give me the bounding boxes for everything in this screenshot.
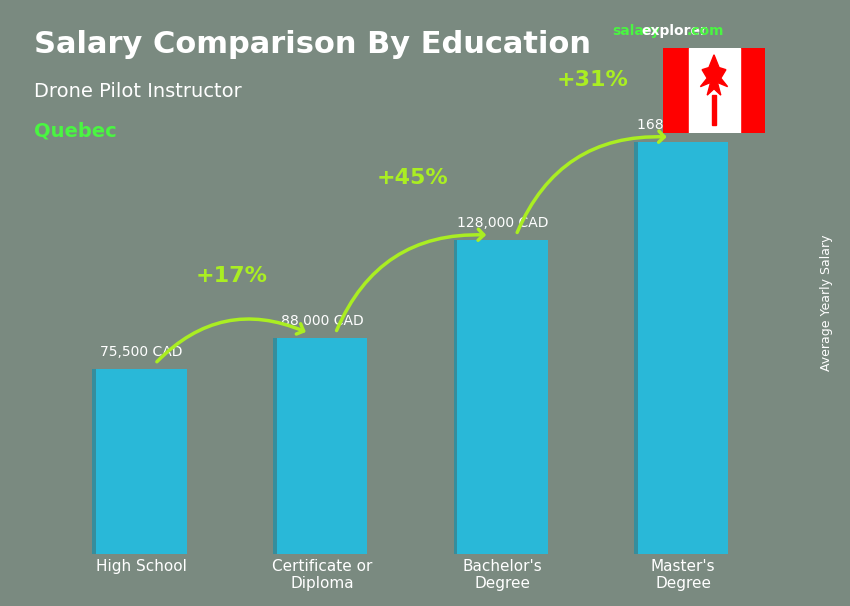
Bar <box>663 48 688 133</box>
Text: Average Yearly Salary: Average Yearly Salary <box>820 235 833 371</box>
Text: 168,000 CAD: 168,000 CAD <box>638 118 729 132</box>
Polygon shape <box>454 240 457 554</box>
Text: Quebec: Quebec <box>34 121 116 140</box>
Bar <box>712 95 716 125</box>
Polygon shape <box>700 55 728 95</box>
Text: +45%: +45% <box>377 168 448 188</box>
Polygon shape <box>634 142 638 554</box>
Text: +17%: +17% <box>196 267 268 287</box>
Polygon shape <box>277 338 367 554</box>
Polygon shape <box>96 368 186 554</box>
Polygon shape <box>638 142 728 554</box>
Text: explorer: explorer <box>642 24 707 38</box>
Text: 88,000 CAD: 88,000 CAD <box>280 315 363 328</box>
Bar <box>688 48 740 133</box>
Text: 128,000 CAD: 128,000 CAD <box>456 216 548 230</box>
Text: 75,500 CAD: 75,500 CAD <box>100 345 183 359</box>
Text: salary: salary <box>612 24 660 38</box>
Text: Salary Comparison By Education: Salary Comparison By Education <box>34 30 591 59</box>
Text: .com: .com <box>687 24 724 38</box>
Bar <box>740 48 765 133</box>
Polygon shape <box>273 338 277 554</box>
Text: Drone Pilot Instructor: Drone Pilot Instructor <box>34 82 241 101</box>
Text: +31%: +31% <box>557 70 629 90</box>
Polygon shape <box>93 368 96 554</box>
Polygon shape <box>457 240 547 554</box>
